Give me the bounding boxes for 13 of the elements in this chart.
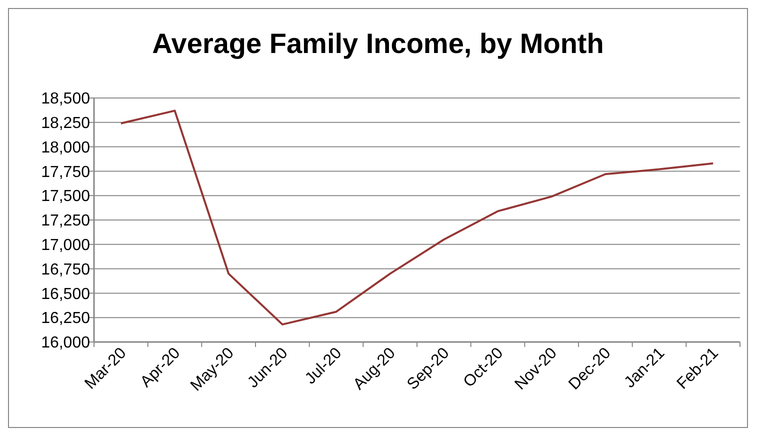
y-tick-label: 17,500 — [41, 188, 90, 206]
y-tick-label: 17,000 — [41, 237, 90, 254]
y-tick-label: 17,250 — [41, 212, 90, 230]
y-tick-label: 16,750 — [41, 261, 90, 278]
line-series — [120, 110, 714, 326]
y-tick-label: 18,500 — [41, 90, 90, 108]
y-tick-label: 16,500 — [41, 286, 90, 303]
y-tick-label: 17,750 — [41, 164, 90, 181]
y-tick-label: 18,250 — [41, 115, 90, 132]
y-tick-label: 18,000 — [41, 139, 90, 156]
y-tick-label: 16,000 — [41, 334, 90, 352]
chart-title: Average Family Income, by Month — [152, 28, 604, 59]
y-tick-label: 16,250 — [41, 310, 90, 328]
